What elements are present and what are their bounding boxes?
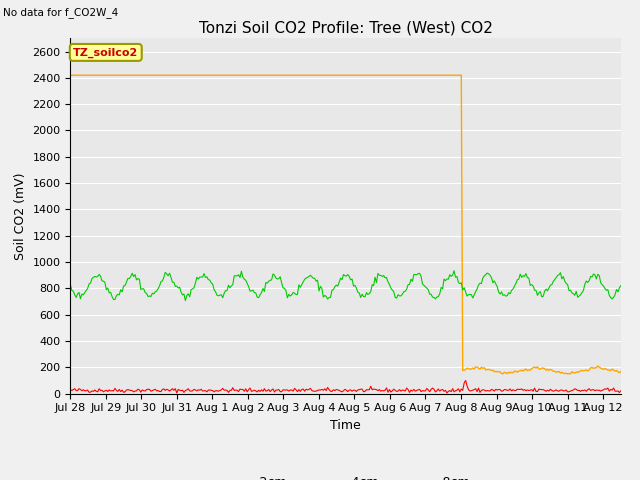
-8cm — [182, 298, 189, 303]
-2cm — [616, 390, 623, 396]
Text: TZ_soilco2: TZ_soilco2 — [73, 47, 138, 58]
-2cm — [460, 380, 468, 386]
-4cm — [102, 72, 110, 78]
-2cm — [102, 387, 110, 393]
-4cm — [67, 72, 74, 78]
-4cm — [614, 369, 622, 375]
-8cm — [617, 283, 625, 288]
-2cm — [461, 378, 469, 384]
-2cm — [173, 390, 180, 396]
-8cm — [351, 283, 359, 288]
-2cm — [543, 387, 551, 393]
-2cm — [351, 387, 359, 393]
Line: -8cm: -8cm — [70, 271, 621, 300]
Text: No data for f_CO2W_4: No data for f_CO2W_4 — [3, 7, 118, 18]
-8cm — [102, 287, 110, 293]
-8cm — [461, 289, 469, 295]
-4cm — [85, 72, 93, 78]
-2cm — [67, 387, 74, 393]
-4cm — [349, 72, 357, 78]
-8cm — [85, 281, 93, 287]
-4cm — [541, 366, 548, 372]
-8cm — [451, 268, 458, 274]
Line: -2cm: -2cm — [70, 381, 621, 393]
-8cm — [543, 288, 551, 294]
-4cm — [566, 371, 574, 377]
-8cm — [67, 282, 74, 288]
-2cm — [85, 389, 93, 395]
-4cm — [617, 369, 625, 374]
Y-axis label: Soil CO2 (mV): Soil CO2 (mV) — [14, 172, 27, 260]
Title: Tonzi Soil CO2 Profile: Tree (West) CO2: Tonzi Soil CO2 Profile: Tree (West) CO2 — [198, 21, 493, 36]
Line: -4cm: -4cm — [70, 75, 621, 374]
X-axis label: Time: Time — [330, 419, 361, 432]
-2cm — [617, 388, 625, 394]
Legend: -2cm, -4cm, -8cm: -2cm, -4cm, -8cm — [216, 471, 476, 480]
-8cm — [616, 285, 623, 291]
-4cm — [459, 368, 467, 373]
